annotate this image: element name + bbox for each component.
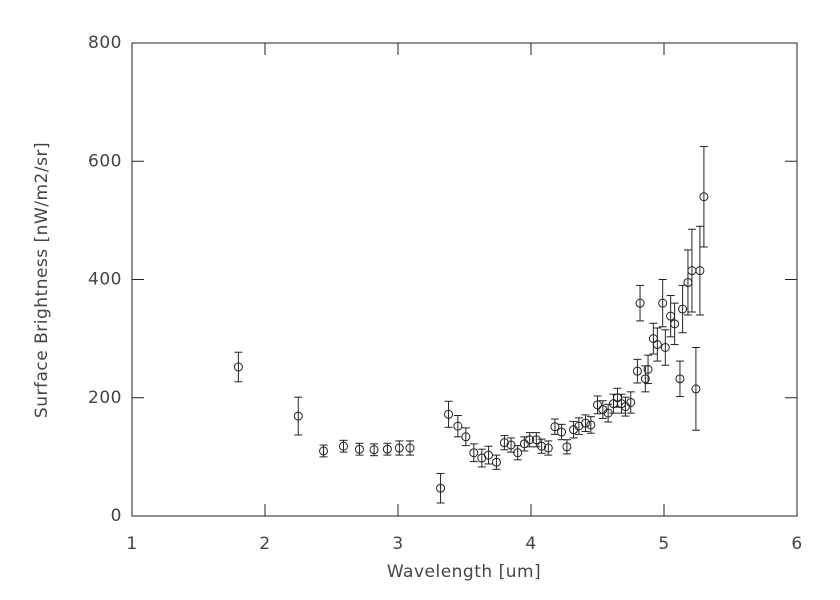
y-tick-label: 600 (88, 151, 122, 171)
data-point (233, 362, 243, 372)
x-tick-label: 6 (791, 534, 802, 554)
data-point (394, 443, 404, 453)
x-tick-label: 1 (126, 534, 137, 554)
data-point (338, 441, 348, 451)
data-point (557, 427, 567, 437)
data-point (444, 409, 454, 419)
data-point (537, 441, 547, 451)
x-tick-label: 4 (525, 534, 536, 554)
data-point (499, 438, 509, 448)
data-point (670, 319, 680, 329)
data-point (626, 397, 636, 407)
data-point (319, 446, 329, 456)
data-point (678, 304, 688, 314)
data-point (691, 384, 701, 394)
data-point (695, 266, 705, 276)
data-point (531, 435, 541, 445)
data-point (632, 366, 642, 376)
data-point (354, 444, 364, 454)
data-point (635, 298, 645, 308)
data-point (491, 457, 501, 467)
data-point (293, 411, 303, 421)
plot-frame (131, 42, 798, 517)
y-axis-label: Surface Brightness [nW/m2/sr] (32, 142, 52, 418)
data-point (506, 440, 516, 450)
data-point (369, 445, 379, 455)
data-point (581, 418, 591, 428)
data-point (513, 448, 523, 458)
data-point (550, 422, 560, 432)
data-point (640, 374, 650, 384)
data-point (586, 420, 596, 430)
data-point (593, 400, 602, 410)
data-point (660, 342, 670, 352)
x-tick-label: 3 (392, 534, 403, 554)
data-point (461, 432, 471, 442)
y-tick-label: 400 (88, 270, 122, 290)
y-tick-label: 800 (88, 33, 122, 53)
data-point (543, 443, 553, 453)
data-point (675, 374, 685, 384)
data-point (525, 435, 535, 445)
data-point (436, 483, 446, 493)
data-point (382, 444, 392, 454)
data-point (405, 443, 415, 453)
y-tick-label: 200 (88, 388, 122, 408)
data-point (658, 298, 668, 308)
data-point (453, 421, 463, 431)
x-tick-label: 5 (658, 534, 669, 554)
y-tick-label: 0 (111, 506, 122, 526)
x-axis-label: Wavelength [um] (387, 562, 541, 582)
data-point (652, 340, 662, 350)
data-point (562, 442, 572, 452)
data-point (469, 448, 479, 458)
data-point (699, 192, 709, 202)
data-point (643, 364, 653, 374)
x-tick-label: 2 (259, 534, 270, 554)
